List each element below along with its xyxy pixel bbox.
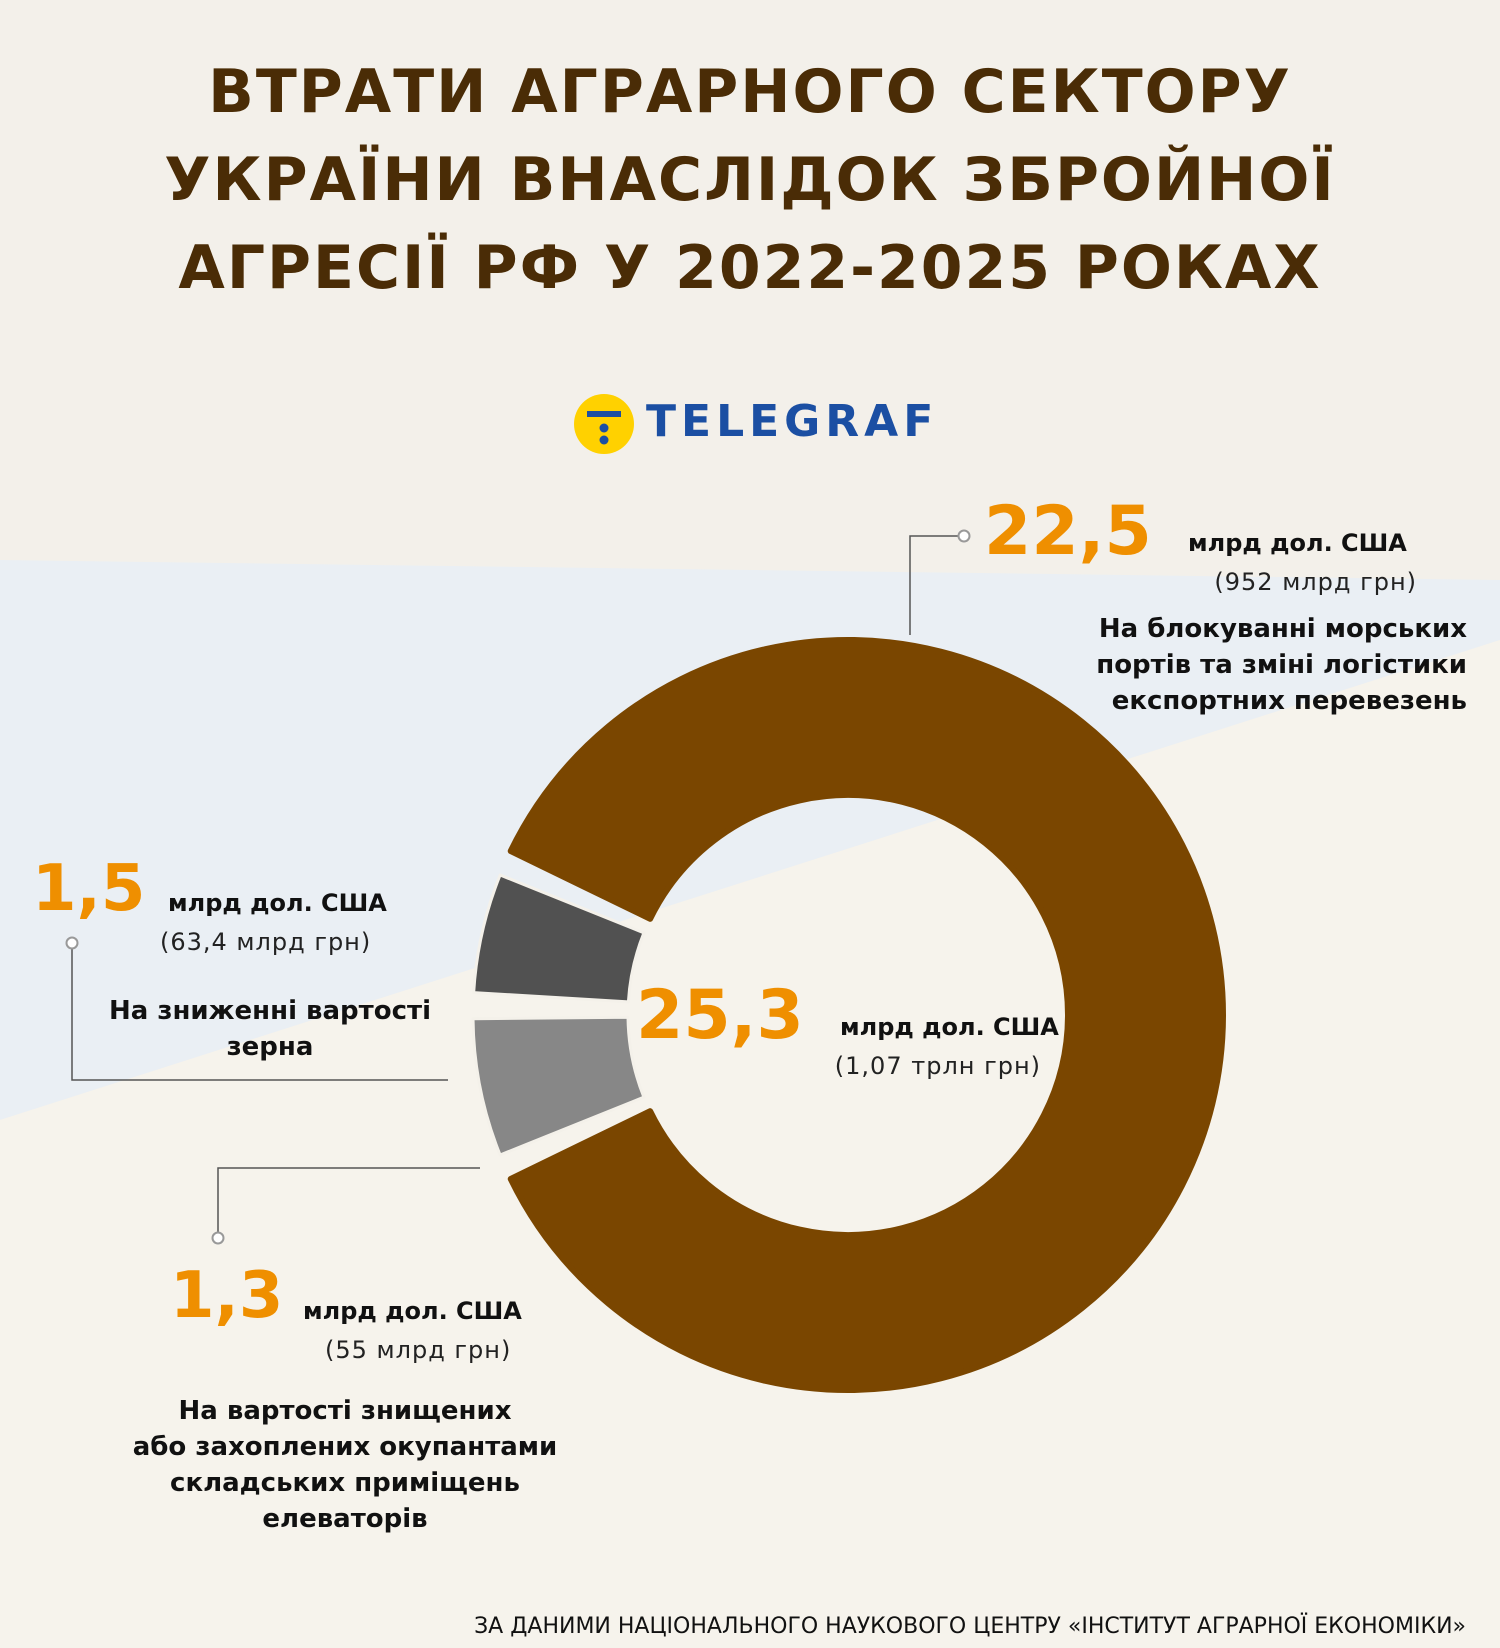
- total-unit: млрд дол. США: [840, 1013, 1059, 1041]
- donut-slice-1: [471, 1015, 646, 1157]
- total-uah: (1,07 трлн грн): [834, 1052, 1041, 1080]
- source-footer: ЗА ДАНИМИ НАЦІОНАЛЬНОГО НАУКОВОГО ЦЕНТРУ…: [474, 1614, 1466, 1639]
- slice-2-desc-line: або захоплених окупантами: [132, 1432, 558, 1462]
- leader-dot-slice-2: [211, 1231, 225, 1245]
- slice-0-uah: (952 млрд грн): [1214, 568, 1417, 596]
- slice-1-desc-line: зерна: [226, 1032, 314, 1062]
- title-line-1: ВТРАТИ АГРАРНОГО СЕКТОРУ: [208, 57, 1292, 127]
- slice-2-uah: (55 млрд грн): [325, 1336, 512, 1364]
- slice-0-desc-line: портів та зміні логістики: [1096, 650, 1467, 680]
- slice-2-desc-line: На вартості знищених: [178, 1396, 512, 1426]
- slice-1-uah: (63,4 млрд грн): [160, 928, 372, 956]
- leader-line-slice-0: [909, 535, 958, 635]
- leader-line-slice-2: [217, 1167, 480, 1232]
- donut-slice-2: [472, 873, 646, 1004]
- title-line-3: АГРЕСІЇ РФ У 2022-2025 РОКАХ: [178, 233, 1322, 303]
- slice-0-description: На блокуванні морських портів та зміні л…: [1096, 611, 1467, 719]
- slice-2-desc-line: складських приміщень: [170, 1468, 520, 1498]
- slice-0-desc-line: На блокуванні морських: [1098, 614, 1467, 644]
- telegraf-logo-icon: [574, 394, 634, 454]
- slice-2-desc-line: елеваторів: [262, 1504, 428, 1534]
- page-title: ВТРАТИ АГРАРНОГО СЕКТОРУ УКРАЇНИ ВНАСЛІД…: [0, 48, 1500, 312]
- slice-1-desc-line: На зниженні вартості: [109, 996, 431, 1026]
- leader-dot-slice-1: [65, 936, 79, 950]
- slice-1-unit: млрд дол. США: [168, 889, 387, 917]
- leader-line-slice-1: [71, 949, 448, 1081]
- slice-0-desc-line: експортних перевезень: [1111, 686, 1467, 716]
- telegraf-logo-text: TELEGRAF: [646, 396, 939, 447]
- slice-2-value: 1,3: [170, 1259, 284, 1333]
- slice-0-value: 22,5: [984, 492, 1152, 571]
- slice-1-description: На зниженні вартості зерна: [60, 993, 480, 1065]
- leader-dot-slice-0: [957, 529, 971, 543]
- total-value: 25,3: [636, 976, 804, 1055]
- slice-0-unit: млрд дол. США: [1188, 529, 1407, 557]
- slice-1-value: 1,5: [32, 852, 146, 926]
- slice-2-unit: млрд дол. США: [303, 1297, 522, 1325]
- title-line-2: УКРАЇНИ ВНАСЛІДОК ЗБРОЙНОЇ: [164, 145, 1336, 215]
- donut-slice-0: [507, 637, 1226, 1394]
- slice-2-description: На вартості знищених або захоплених окуп…: [90, 1393, 600, 1537]
